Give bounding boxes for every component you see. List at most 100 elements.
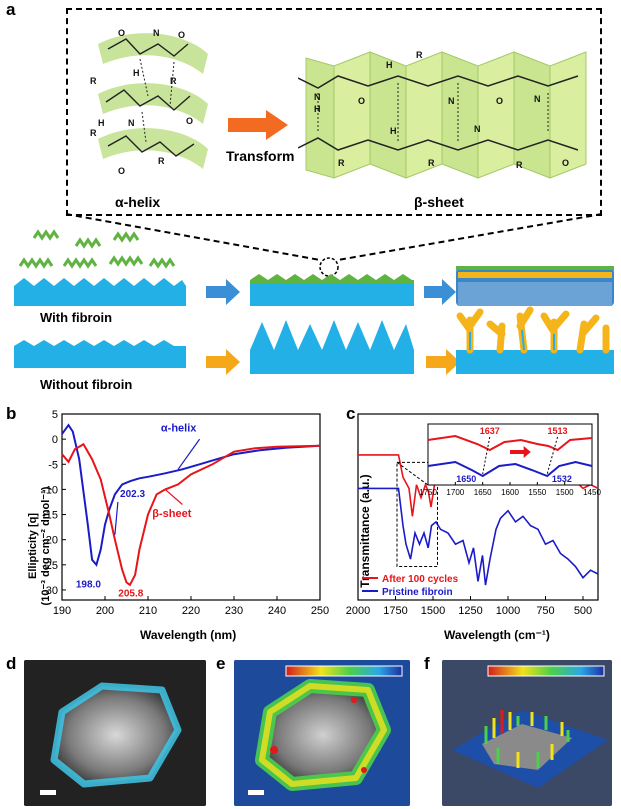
svg-text:H: H	[314, 104, 321, 114]
scale-bar-d	[40, 790, 56, 795]
chart-b-xtick-label: 240	[268, 605, 286, 617]
scale-bar-e	[248, 790, 264, 795]
chart-c-inset-xtick-label: 1450	[583, 488, 601, 497]
svg-text:O: O	[118, 28, 125, 38]
chart-b-xtick-label: 230	[225, 605, 243, 617]
chart-b-helix-pointer	[177, 438, 201, 470]
panel-b-label: b	[6, 404, 17, 423]
chart-b-xtick-label: 250	[311, 605, 329, 617]
chart-c-zoom-line-left	[396, 461, 429, 486]
chart-b-ytick-label: -30	[42, 585, 58, 597]
svg-text:H: H	[386, 60, 393, 70]
chart-c-inset-1650: 1650	[456, 474, 476, 484]
chart-b-ytick-label: -15	[42, 510, 58, 522]
chart-c-xtick-label: 1000	[496, 605, 520, 617]
chart-b-ytick-label: -25	[42, 560, 58, 572]
chart-c-inset-xtick-label: 1750	[419, 488, 437, 497]
chart-c-xtick-label: 1500	[421, 605, 445, 617]
svg-text:H: H	[98, 118, 105, 128]
chart-c-inset-red	[427, 434, 593, 452]
chart-c-legend-red: After 100 cycles	[382, 574, 459, 585]
panel-e-label: e	[216, 654, 226, 673]
chart-c-xtick-label: 500	[574, 605, 592, 617]
chart-b-ytick-label: 5	[52, 409, 58, 421]
chart-c-plot: 2000 1750 1500 1250 1000 750 500 1750 1700 1650 16…	[346, 413, 601, 617]
svg-text:R: R	[158, 156, 165, 166]
chart-c-frame	[357, 413, 599, 601]
svg-text:O: O	[118, 166, 125, 176]
svg-text:N: N	[534, 94, 541, 104]
chart-b-peak-198: 198.0	[76, 579, 101, 590]
micrograph-f-3d	[442, 660, 612, 806]
svg-text:R: R	[90, 76, 97, 86]
transform-label: Transform	[226, 148, 295, 164]
alpha-helix-label: α-helix	[115, 194, 161, 210]
chart-c-inset-xtick-label: 1700	[446, 488, 464, 497]
svg-text:O: O	[178, 30, 185, 40]
svg-text:R: R	[338, 158, 345, 168]
without-fibroin-label: Without fibroin	[40, 377, 133, 392]
panel-d-label: d	[6, 654, 17, 673]
chart-c-xlabel: Wavelength (cm⁻¹)	[444, 628, 550, 642]
svg-text:H: H	[133, 68, 140, 78]
chart-c-zoom-box	[396, 461, 438, 568]
chart-c-series-pristine	[358, 487, 599, 586]
colorbar-e	[285, 665, 403, 677]
panel-c-label: c	[346, 404, 356, 423]
chart-c-xtick-label: 2000	[346, 605, 370, 617]
chart-b-xtick-label: 220	[182, 605, 200, 617]
chart-c-inset-arrow	[510, 446, 531, 458]
chart-c-inset-frame	[427, 423, 593, 486]
svg-text:O: O	[358, 96, 365, 106]
chart-b-xtick-label: 210	[139, 605, 157, 617]
chart-b-peak-205: 205.8	[118, 588, 143, 599]
chart-c-xtick-label: 1250	[458, 605, 482, 617]
chart-b-ytick-label: -5	[48, 459, 58, 471]
svg-text:R: R	[416, 50, 423, 60]
chart-b-xtick-label: 200	[96, 605, 114, 617]
chart-b-peak-202: 202.3	[120, 489, 145, 500]
chart-b-sheet-pointer	[164, 488, 183, 505]
beta-sheet-label: β-sheet	[414, 194, 464, 210]
svg-text:H: H	[390, 126, 397, 136]
panel-f-label: f	[424, 654, 430, 673]
chart-c-inset-xtick-label: 1600	[501, 488, 519, 497]
molecular-structure-box	[66, 8, 602, 216]
chart-b-xtick-label: 190	[53, 605, 71, 617]
chart-c-legend-blue: Pristine fibroin	[382, 587, 453, 598]
chart-b-ytick-label: -10	[42, 484, 58, 496]
chart-b-plot: 190 200 210 220 230 240 250 5 0 -5 -10 -15 -20 -25 -30…	[42, 409, 329, 617]
svg-text:N: N	[153, 28, 160, 38]
svg-text:N: N	[128, 118, 135, 128]
with-fibroin-label: With fibroin	[40, 310, 113, 325]
svg-text:O: O	[562, 158, 569, 168]
chart-b-ytick-label: -20	[42, 535, 58, 547]
chart-b-label-sheet: β-sheet	[152, 508, 191, 520]
chart-c-xtick-label: 750	[536, 605, 554, 617]
chart-c-inset-1532: 1532	[552, 474, 572, 484]
with-fibroin-row	[14, 229, 614, 306]
chart-c-inset-xtick-label: 1500	[556, 488, 574, 497]
svg-text:N: N	[474, 124, 481, 134]
svg-text:R: R	[170, 76, 177, 86]
svg-text:N: N	[314, 92, 321, 102]
chart-b-series-sheet	[61, 442, 321, 587]
micrograph-e	[234, 660, 410, 806]
chart-c-inset-1637: 1637	[480, 426, 500, 436]
chart-c-inset-1513: 1513	[548, 426, 568, 436]
zoom-connector-lines	[65, 213, 603, 277]
transform-arrow	[228, 110, 288, 140]
chart-b-frame	[61, 413, 321, 601]
chart-b-label-helix: α-helix	[161, 423, 197, 435]
svg-text:R: R	[516, 160, 523, 170]
chart-c-inset-blue	[427, 460, 593, 478]
chart-c-inset-xtick-label: 1650	[474, 488, 492, 497]
chart-b-xlabel: Wavelength (nm)	[140, 628, 237, 642]
svg-text:R: R	[90, 128, 97, 138]
chart-b-peak-202-pointer	[114, 501, 119, 535]
panel-a-label: a	[6, 0, 16, 19]
micrograph-d	[24, 660, 206, 806]
svg-text:O: O	[186, 116, 193, 126]
